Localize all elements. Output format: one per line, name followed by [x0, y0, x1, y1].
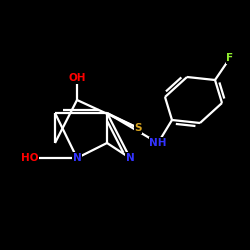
Text: N: N [126, 153, 134, 163]
Text: F: F [226, 53, 234, 63]
Text: NH: NH [149, 138, 167, 148]
Text: N: N [72, 153, 82, 163]
Text: HO: HO [21, 153, 39, 163]
Text: S: S [134, 123, 142, 133]
Text: OH: OH [68, 73, 86, 83]
